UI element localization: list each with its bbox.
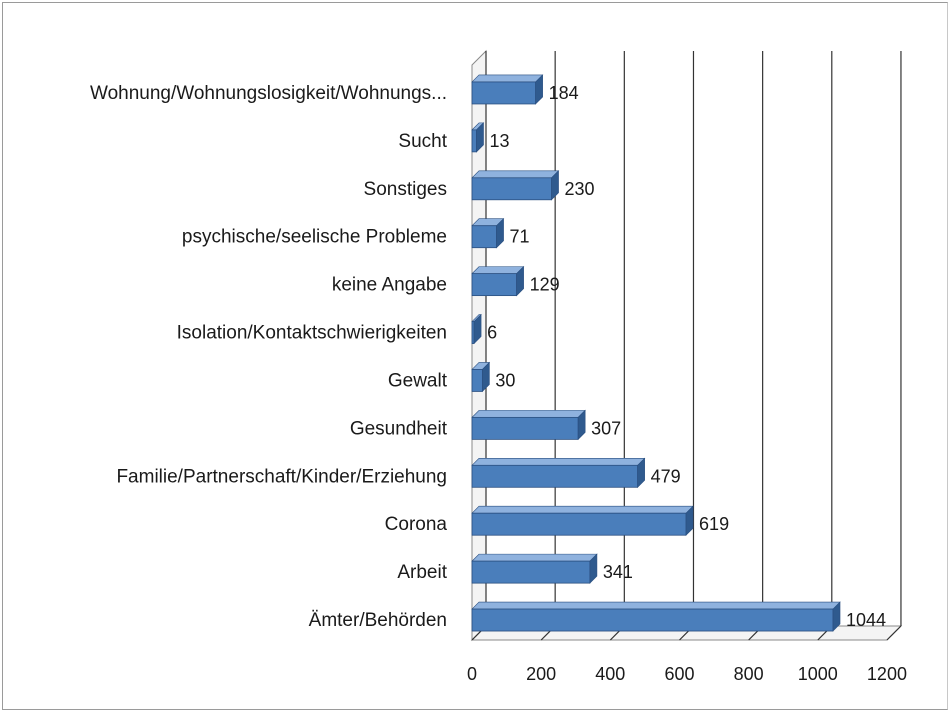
x-tick-label: 1000 xyxy=(798,664,838,684)
category-label: Wohnung/Wohnungslosigkeit/Wohnungs... xyxy=(90,83,447,104)
category-label: Ämter/Behörden xyxy=(309,610,447,631)
bar xyxy=(471,265,525,297)
bar xyxy=(471,409,586,441)
value-label: 30 xyxy=(495,370,515,390)
value-label: 307 xyxy=(591,418,621,438)
category-label: psychische/seelische Probleme xyxy=(182,227,447,248)
value-label: 230 xyxy=(565,179,595,199)
x-tick-label: 800 xyxy=(734,664,764,684)
bar xyxy=(471,122,485,153)
bar xyxy=(471,361,491,393)
gridline-floor xyxy=(886,625,902,641)
category-label: Gewalt xyxy=(388,370,448,391)
value-label: 619 xyxy=(699,514,729,534)
value-label: 1044 xyxy=(846,610,886,630)
value-label: 184 xyxy=(549,83,579,103)
bars xyxy=(471,74,841,632)
category-label: Arbeit xyxy=(397,562,447,583)
x-tick-label: 1200 xyxy=(867,664,907,684)
x-tick-label: 600 xyxy=(664,664,694,684)
value-label: 13 xyxy=(489,131,509,151)
bar xyxy=(471,74,544,105)
bar xyxy=(471,170,560,201)
bar xyxy=(471,553,598,584)
value-label: 129 xyxy=(530,275,560,295)
value-labels: 184 13 230 71 129 6 30 307 479 619 341 1044 xyxy=(487,83,886,630)
bar xyxy=(471,313,482,345)
chart-walls xyxy=(470,49,903,642)
category-label: Sonstiges xyxy=(364,179,447,200)
x-axis-ticks: 0 200 400 600 800 1000 1200 xyxy=(467,664,907,684)
bar xyxy=(471,505,694,536)
category-label: Familie/Partnerschaft/Kinder/Erziehung xyxy=(116,466,447,487)
bar xyxy=(471,457,646,489)
category-label: Isolation/Kontaktschwierigkeiten xyxy=(177,323,447,344)
category-label: Sucht xyxy=(398,131,447,152)
x-tick-label: 400 xyxy=(595,664,625,684)
bar xyxy=(471,601,841,632)
value-label: 6 xyxy=(487,323,497,343)
value-label: 71 xyxy=(510,227,530,247)
category-label: Corona xyxy=(385,514,448,535)
x-tick-label: 200 xyxy=(526,664,556,684)
gridlines xyxy=(471,51,902,641)
value-label: 479 xyxy=(651,466,681,486)
x-tick-label: 0 xyxy=(467,664,477,684)
value-label: 341 xyxy=(603,562,633,582)
category-labels: Wohnung/Wohnungslosigkeit/Wohnungs... Suc… xyxy=(90,83,448,631)
category-label: keine Angabe xyxy=(332,275,447,296)
bar xyxy=(471,217,505,249)
category-label: Gesundheit xyxy=(350,418,448,439)
